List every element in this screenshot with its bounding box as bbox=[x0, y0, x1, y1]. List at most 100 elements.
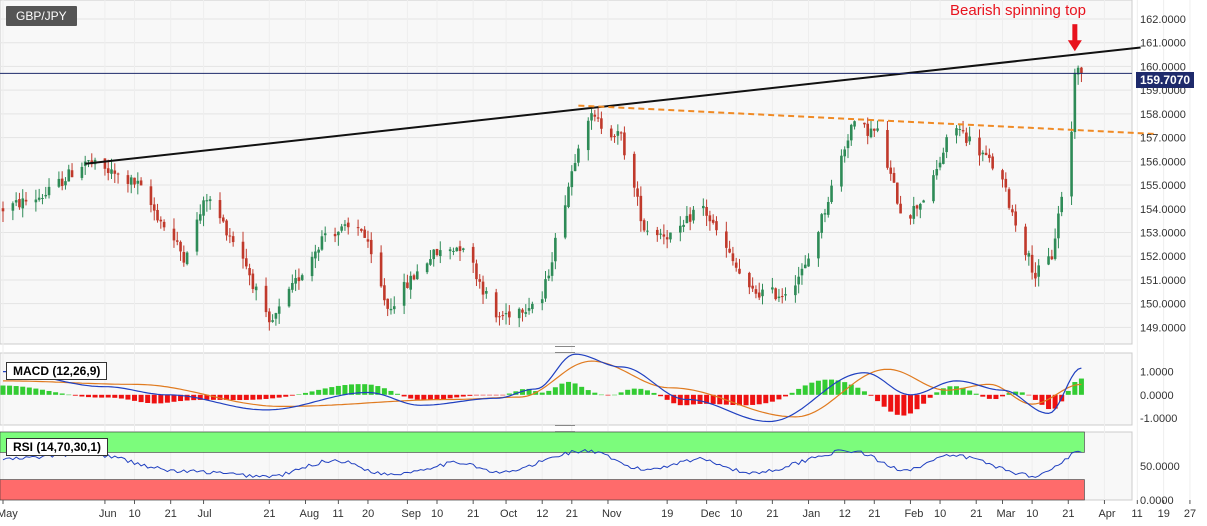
macd-histogram-bar bbox=[730, 394, 736, 406]
candle-body bbox=[251, 273, 255, 290]
macd-histogram-bar bbox=[289, 394, 295, 396]
macd-histogram-bar bbox=[940, 388, 946, 395]
x-tick-label: 21 bbox=[566, 508, 578, 520]
candle-body bbox=[616, 131, 620, 136]
macd-histogram-bar bbox=[572, 383, 578, 395]
candle-body bbox=[965, 132, 968, 143]
candle-body bbox=[323, 233, 327, 236]
candle-body bbox=[665, 237, 669, 240]
macd-histogram-bar bbox=[53, 392, 59, 395]
macd-histogram-bar bbox=[408, 394, 414, 399]
macd-histogram-bar bbox=[1000, 394, 1006, 397]
candle-body bbox=[570, 171, 574, 188]
candle-body bbox=[1050, 256, 1054, 260]
candle-body bbox=[67, 169, 71, 182]
rsi-label: RSI (14,70,30,1) bbox=[6, 438, 109, 456]
macd-histogram-bar bbox=[835, 380, 841, 395]
candle-body bbox=[554, 237, 557, 262]
macd-histogram-bar bbox=[1072, 382, 1078, 395]
candle-body bbox=[955, 128, 958, 136]
candle-body bbox=[682, 224, 685, 227]
candle-body bbox=[639, 195, 643, 222]
candle-body bbox=[60, 178, 64, 187]
candle-body bbox=[544, 279, 547, 299]
macd-line bbox=[3, 353, 1082, 423]
candle-body bbox=[840, 155, 843, 187]
axis-labels: 149.0000 150.0000 151.0000 152.0000 153.0000… bbox=[0, 14, 1196, 520]
candle-body bbox=[498, 316, 501, 318]
x-tick-label: 10 bbox=[730, 508, 742, 520]
price-tick-label: 153.0000 bbox=[1140, 227, 1186, 239]
candle-body bbox=[632, 153, 636, 188]
candle-body bbox=[909, 215, 912, 219]
candle-body bbox=[452, 250, 455, 252]
macd-histogram-bar bbox=[72, 394, 78, 396]
candle-body bbox=[1057, 213, 1060, 239]
x-tick-label: 11 bbox=[332, 508, 343, 520]
candle-body bbox=[337, 231, 340, 236]
candle-body bbox=[771, 287, 774, 290]
candle-body bbox=[600, 118, 603, 129]
candle-body bbox=[21, 198, 25, 209]
candle-body bbox=[938, 162, 942, 168]
macd-histogram-bar bbox=[368, 384, 374, 395]
candle-body bbox=[846, 140, 850, 149]
candle-body bbox=[912, 205, 916, 219]
x-tick-label: Aug bbox=[299, 508, 319, 520]
macd-histogram-bar bbox=[901, 394, 907, 416]
candle-body bbox=[527, 308, 531, 311]
macd-histogram-bar bbox=[375, 386, 381, 395]
candle-body bbox=[340, 226, 343, 231]
x-tick-label: Apr bbox=[1098, 508, 1115, 520]
candle-body bbox=[942, 152, 945, 164]
candle-body bbox=[110, 169, 113, 174]
candle-body bbox=[360, 228, 363, 231]
candle-body bbox=[619, 132, 623, 134]
symbol-label: GBP/JPY bbox=[6, 6, 77, 26]
price-tick-label: 156.0000 bbox=[1140, 156, 1186, 168]
macd-signal-line bbox=[3, 360, 1082, 418]
macd-histogram-bar bbox=[546, 390, 552, 395]
macd-histogram-bar bbox=[362, 384, 368, 395]
macd-histogram-bar bbox=[427, 394, 433, 401]
rsi-tick-label: 50.0000 bbox=[1140, 461, 1180, 473]
candle-body bbox=[899, 203, 902, 214]
rsi-resize-handle[interactable] bbox=[555, 425, 575, 432]
macd-histogram-bar bbox=[881, 394, 887, 407]
macd-label: MACD (12,26,9) bbox=[6, 362, 108, 380]
macd-histogram-bar bbox=[750, 394, 756, 405]
candle-body bbox=[412, 275, 416, 280]
price-tick-label: 150.0000 bbox=[1140, 299, 1186, 311]
macd-histogram-bar bbox=[651, 392, 657, 395]
candle-body bbox=[264, 285, 268, 313]
candle-body bbox=[636, 188, 639, 197]
candle-body bbox=[225, 220, 228, 236]
macd-histogram-bar bbox=[526, 388, 532, 395]
macd-histogram-bar bbox=[46, 390, 52, 395]
candle-body bbox=[366, 239, 370, 242]
candle-body bbox=[817, 232, 820, 259]
candle-body bbox=[853, 121, 856, 127]
price-tick-label: 152.0000 bbox=[1140, 251, 1186, 263]
candle-body bbox=[1004, 178, 1008, 188]
macd-histogram-bar bbox=[480, 394, 486, 396]
macd-histogram-bar bbox=[927, 394, 933, 398]
candle-body bbox=[386, 298, 389, 309]
candle-body bbox=[287, 288, 291, 307]
candle-body bbox=[866, 123, 870, 136]
macd-histogram-bar bbox=[973, 393, 979, 395]
macd-histogram-bar bbox=[967, 390, 973, 395]
candle-body bbox=[448, 249, 452, 252]
macd-histogram-bar bbox=[618, 392, 624, 395]
macd-histogram-bar bbox=[421, 394, 427, 401]
candle-body bbox=[1070, 131, 1073, 197]
candle-body bbox=[317, 249, 320, 253]
candle-body bbox=[981, 152, 985, 155]
candle-body bbox=[133, 177, 136, 185]
macd-resize-handle[interactable] bbox=[555, 346, 575, 353]
macd-histogram-bar bbox=[184, 394, 190, 401]
price-tick-label: 158.0000 bbox=[1140, 109, 1186, 121]
macd-histogram-bar bbox=[585, 390, 591, 395]
candle-body bbox=[919, 203, 922, 210]
candle-body bbox=[103, 158, 107, 169]
